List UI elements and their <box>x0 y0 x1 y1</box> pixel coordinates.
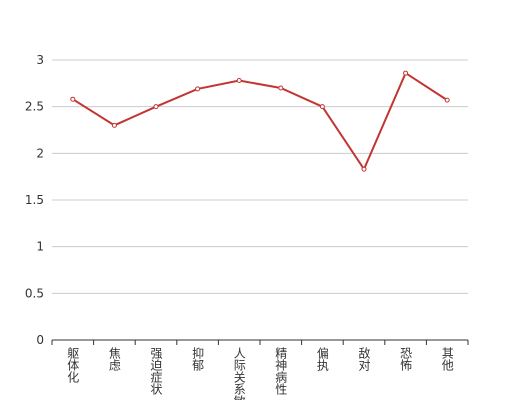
line <box>72 71 448 172</box>
y-tick-label: 2 <box>36 146 44 160</box>
x-tick-label: 躯体化 <box>66 346 80 384</box>
point <box>236 78 242 84</box>
x-tick-label: 强迫症状 <box>149 347 163 395</box>
x-tick-label: 其他 <box>440 347 454 371</box>
point <box>111 122 117 128</box>
point <box>444 97 450 103</box>
x-tick-label: 人际关系敏感 <box>232 347 246 400</box>
point <box>195 86 201 92</box>
y-tick-label: 2.5 <box>25 100 44 114</box>
y-tick-label: 1 <box>36 240 44 254</box>
x-tick-label: 焦虑 <box>107 347 121 371</box>
x-tick-label: 精神病性 <box>274 347 288 396</box>
point <box>278 85 284 91</box>
point <box>70 96 76 102</box>
y-tick-label: 0 <box>36 333 44 347</box>
x-tick-label: 抑郁 <box>191 346 205 372</box>
x-tick-label: 偏执 <box>315 346 329 372</box>
point <box>403 70 409 76</box>
y-tick-label: 0.5 <box>25 286 44 300</box>
x-tick-label: 敌对 <box>357 346 371 371</box>
point <box>319 104 325 110</box>
y-tick-label: 1.5 <box>25 193 44 207</box>
x-tick-label: 恐怖 <box>399 347 413 371</box>
point <box>361 166 367 172</box>
y-tick-label: 3 <box>36 53 44 67</box>
point <box>153 104 159 110</box>
